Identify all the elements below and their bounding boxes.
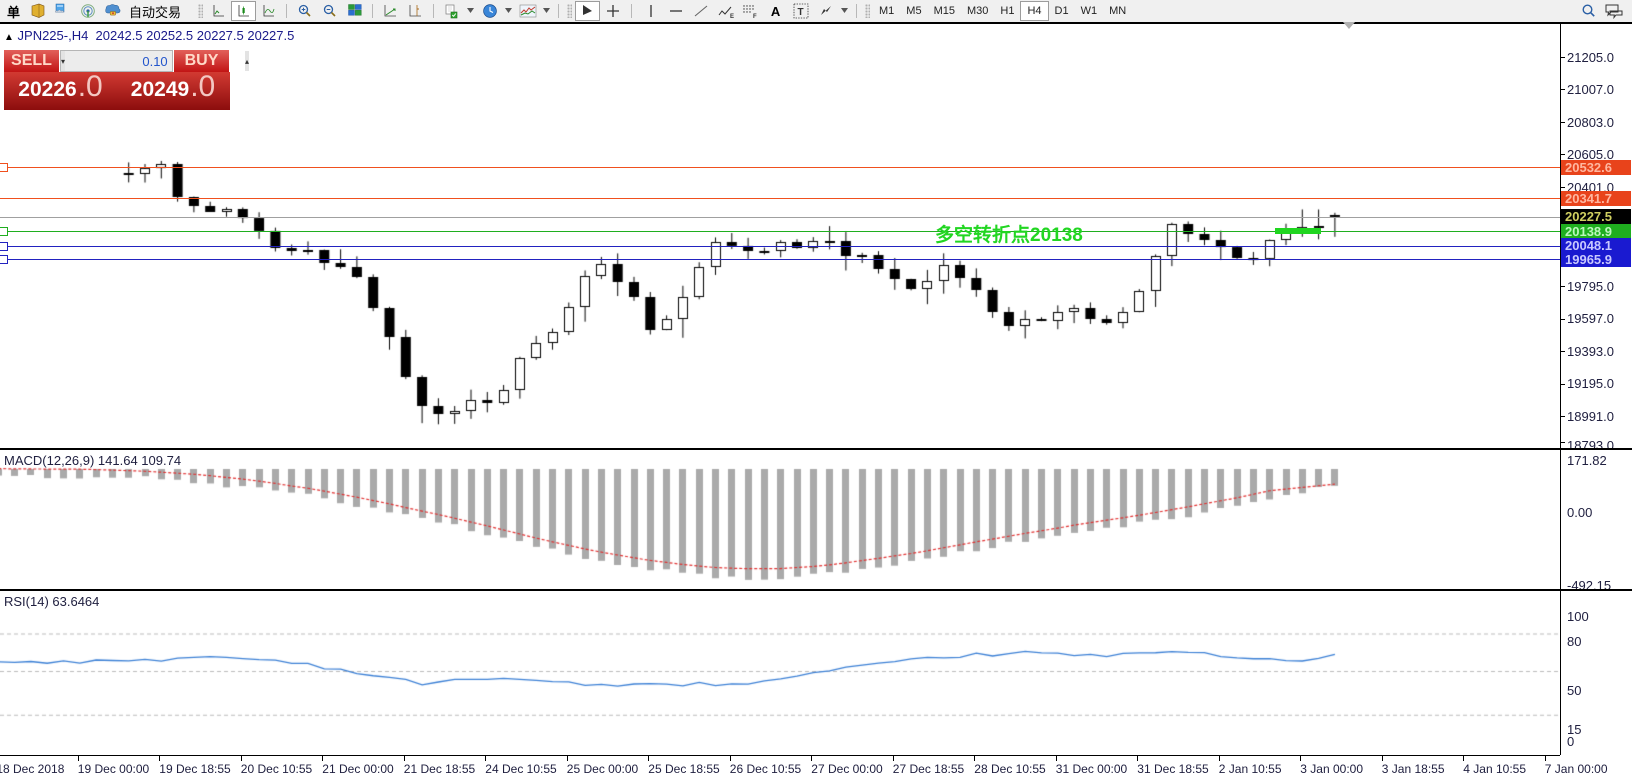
svg-text:F: F — [753, 14, 757, 19]
svg-text:E: E — [730, 14, 734, 19]
svg-text:T: T — [797, 7, 803, 18]
